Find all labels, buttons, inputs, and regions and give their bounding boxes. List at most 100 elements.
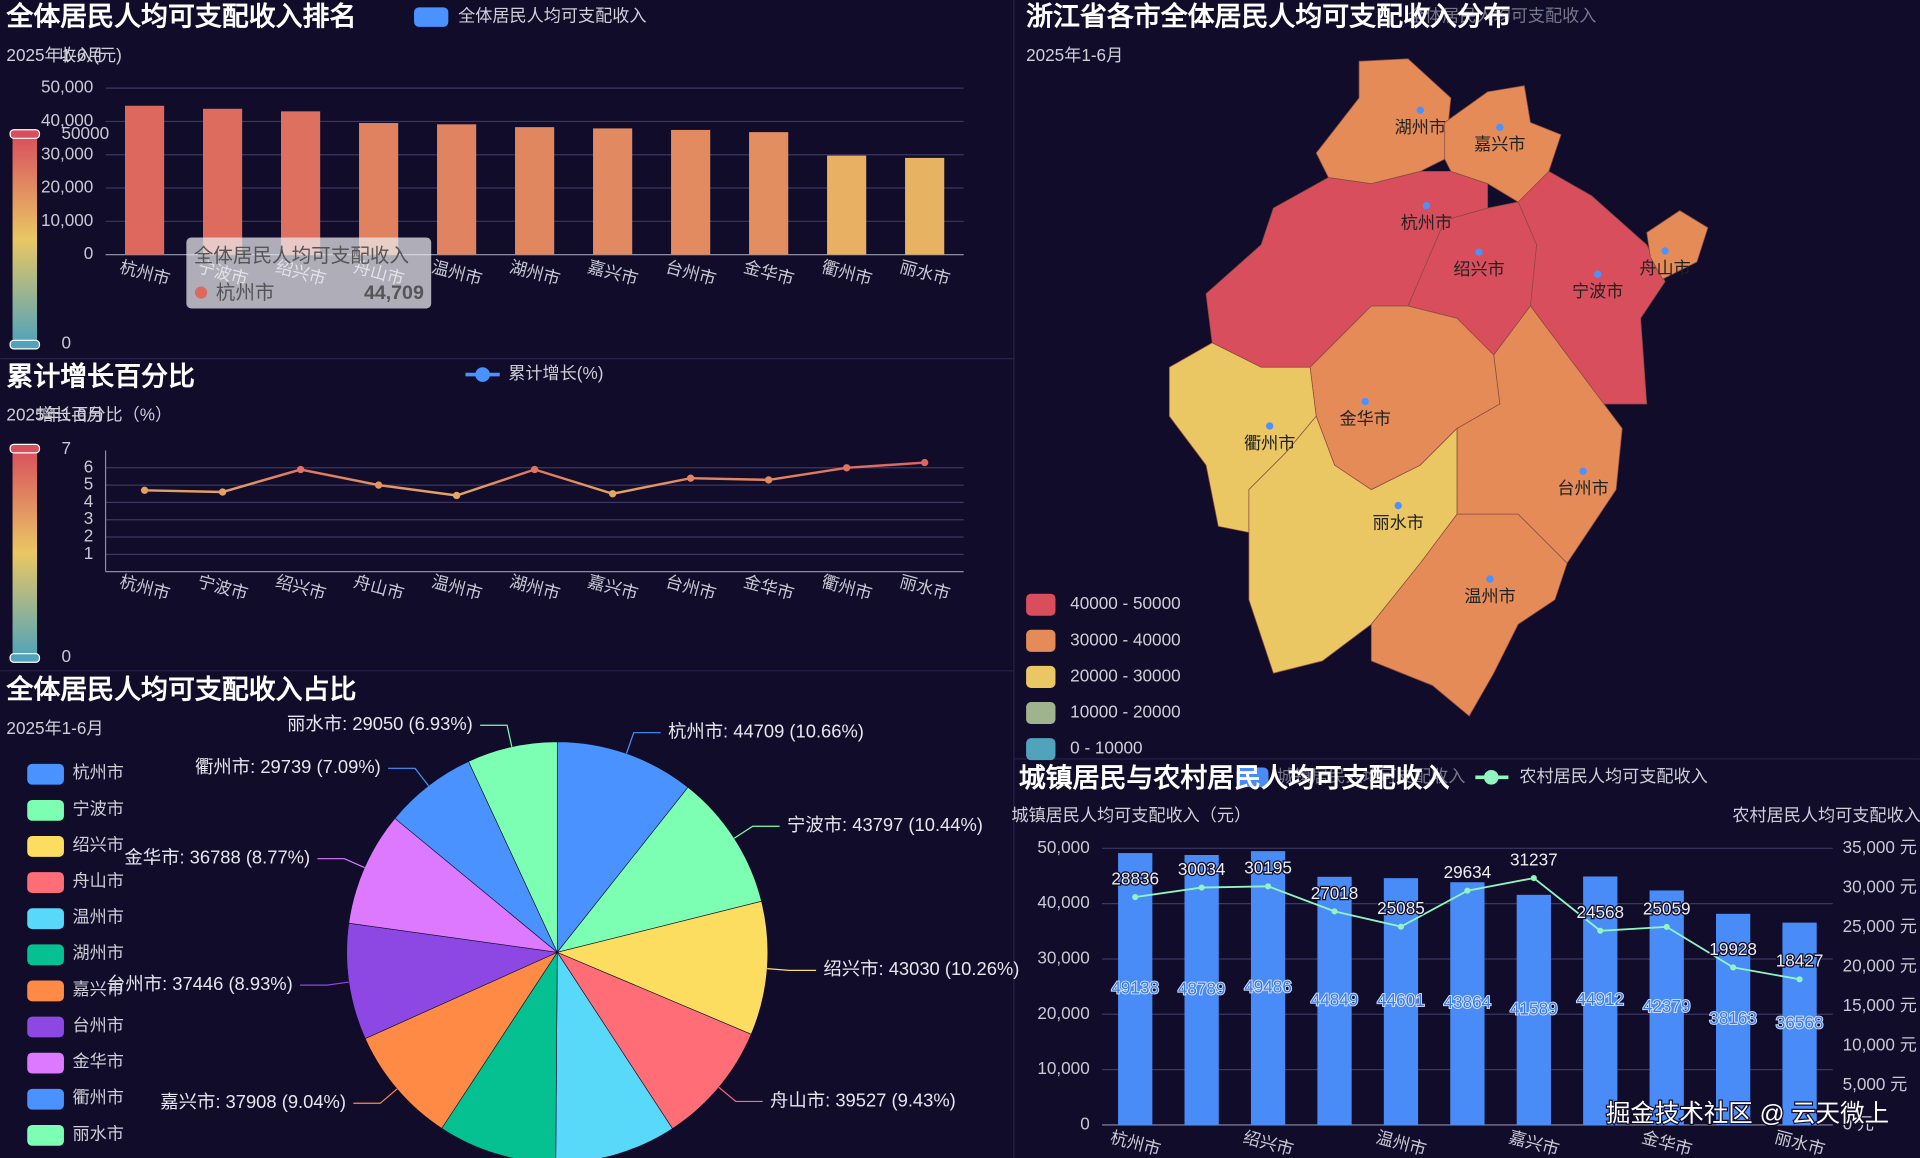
visual-map-handle: [9, 653, 41, 663]
chart-subtitle: 2025年1-6月: [6, 45, 103, 65]
point-label: 30034: [1178, 859, 1226, 879]
y-tick-label: 4: [84, 491, 94, 511]
legend-label: 20000 - 30000: [1070, 665, 1180, 685]
point-label: 25085: [1377, 898, 1425, 918]
x-tick-label: 台州市: [664, 571, 719, 604]
x-tick-label: 金华市: [1640, 1127, 1695, 1158]
map-marker: [1361, 397, 1369, 406]
legend-label: 金华市: [73, 1051, 124, 1071]
x-tick-label: 丽水市: [898, 256, 953, 289]
bar: [1583, 876, 1618, 1125]
pie-slice: [364, 951, 559, 1129]
chart-title: 全体居民人均可支配收入占比: [5, 674, 356, 705]
legend-icon: [27, 836, 64, 857]
legend-icon: [27, 980, 64, 1002]
legend-label: 城镇居民人均可支配收入: [1277, 766, 1465, 786]
pie-label: 宁波市: 43797 (10.44%): [787, 814, 983, 835]
label-line: [317, 858, 365, 869]
x-tick-label: 杭州市: [118, 256, 173, 289]
legend-icon: [1026, 629, 1056, 652]
map-label: 衢州市: [1244, 433, 1295, 453]
x-tick-label: 温州市: [430, 571, 485, 604]
point: [452, 491, 461, 500]
y-tick-label: 10,000: [41, 210, 93, 230]
point: [296, 465, 305, 474]
y-tick-label: 1: [84, 543, 94, 563]
chart-title: 累计增长百分比: [6, 360, 194, 391]
label-line: [767, 968, 817, 971]
y-tick-label: 5: [84, 474, 94, 494]
bar-label: 49486: [1244, 977, 1292, 997]
chart-subtitle: 2025年1-6月: [6, 405, 103, 425]
label-line: [625, 732, 661, 754]
y-tick-label: 50,000: [1037, 837, 1089, 857]
x-tick-label: 金华市: [742, 256, 797, 289]
y2-tick-label: 5,000 元: [1843, 1074, 1908, 1094]
pie-slice: [346, 922, 559, 1039]
y-tick-label: 50,000: [41, 77, 93, 97]
pie-label: 金华市: 36788 (8.77%): [124, 847, 310, 868]
visual-map-handle: [9, 443, 41, 454]
legend-label: 全体居民人均可支配收入: [458, 6, 646, 26]
map-label: 绍兴市: [1453, 259, 1504, 279]
label-line: [480, 724, 513, 747]
bar: [593, 128, 633, 255]
x-tick-label: 衢州市: [820, 256, 875, 289]
point: [1265, 883, 1272, 890]
pie-label: 台州市: 37446 (8.93%): [107, 973, 293, 994]
tooltip-category: 杭州市: [216, 282, 275, 304]
point: [1132, 893, 1139, 901]
pie-label: 舟山市: 39527 (9.43%): [770, 1089, 956, 1110]
bar: [1516, 894, 1551, 1125]
map-label: 湖州市: [1395, 117, 1446, 137]
x-tick-label: 湖州市: [508, 256, 563, 289]
visual-map-handle: [9, 339, 41, 350]
legend-label: 丽水市: [73, 1123, 124, 1143]
x-tick-label: 金华市: [742, 571, 797, 604]
x-tick-label: 台州市: [664, 256, 719, 289]
legend-label: 累计增长(%): [508, 363, 603, 383]
point-label: 18427: [1776, 951, 1824, 971]
label-line: [733, 825, 780, 839]
bar: [359, 123, 399, 255]
point-label: 29634: [1444, 862, 1492, 882]
bar: [671, 129, 711, 255]
y2-tick-label: 15,000 元: [1843, 995, 1917, 1015]
point: [1597, 927, 1604, 934]
y-tick-label: 40,000: [1037, 892, 1089, 912]
legend-icon: [27, 944, 64, 966]
map-marker: [1422, 201, 1431, 210]
legend-label: 30000 - 40000: [1070, 629, 1180, 649]
point-label: 25059: [1643, 898, 1691, 918]
y2-tick-label: 30,000 元: [1843, 876, 1917, 896]
legend-label: 嘉兴市: [73, 979, 124, 999]
visual-map-max: 50000: [62, 123, 110, 143]
legend-icon: [27, 763, 64, 785]
x-tick-label: 温州市: [430, 256, 485, 289]
y-tick-label: 30,000: [1037, 947, 1089, 967]
point: [218, 488, 227, 496]
visual-map-bar: [12, 449, 38, 658]
bar: [827, 155, 867, 255]
bar-label: 43864: [1444, 992, 1492, 1012]
point: [686, 474, 695, 482]
map-marker: [1475, 248, 1483, 256]
legend-icon: [414, 7, 449, 27]
point: [140, 486, 149, 494]
map-marker: [1496, 123, 1504, 131]
pie-label: 嘉兴市: 37908 (9.04%): [160, 1091, 346, 1112]
map-region: [1248, 415, 1458, 674]
legend-icon: [1483, 769, 1499, 785]
y-tick-label: 20,000: [41, 177, 93, 197]
label-line: [388, 767, 430, 787]
chart-title: 城镇居民与农村居民人均可支配收入: [1019, 763, 1450, 793]
bar-label: 44912: [1576, 989, 1624, 1009]
chart-title: 全体居民人均可支配收入排名: [5, 0, 356, 31]
legend-icon: [1236, 767, 1269, 788]
pie-label: 衢州市: 29739 (7.09%): [195, 756, 381, 777]
pie-slice: [555, 951, 673, 1158]
visual-map-max: 7: [62, 438, 72, 458]
map-marker: [1266, 422, 1274, 430]
